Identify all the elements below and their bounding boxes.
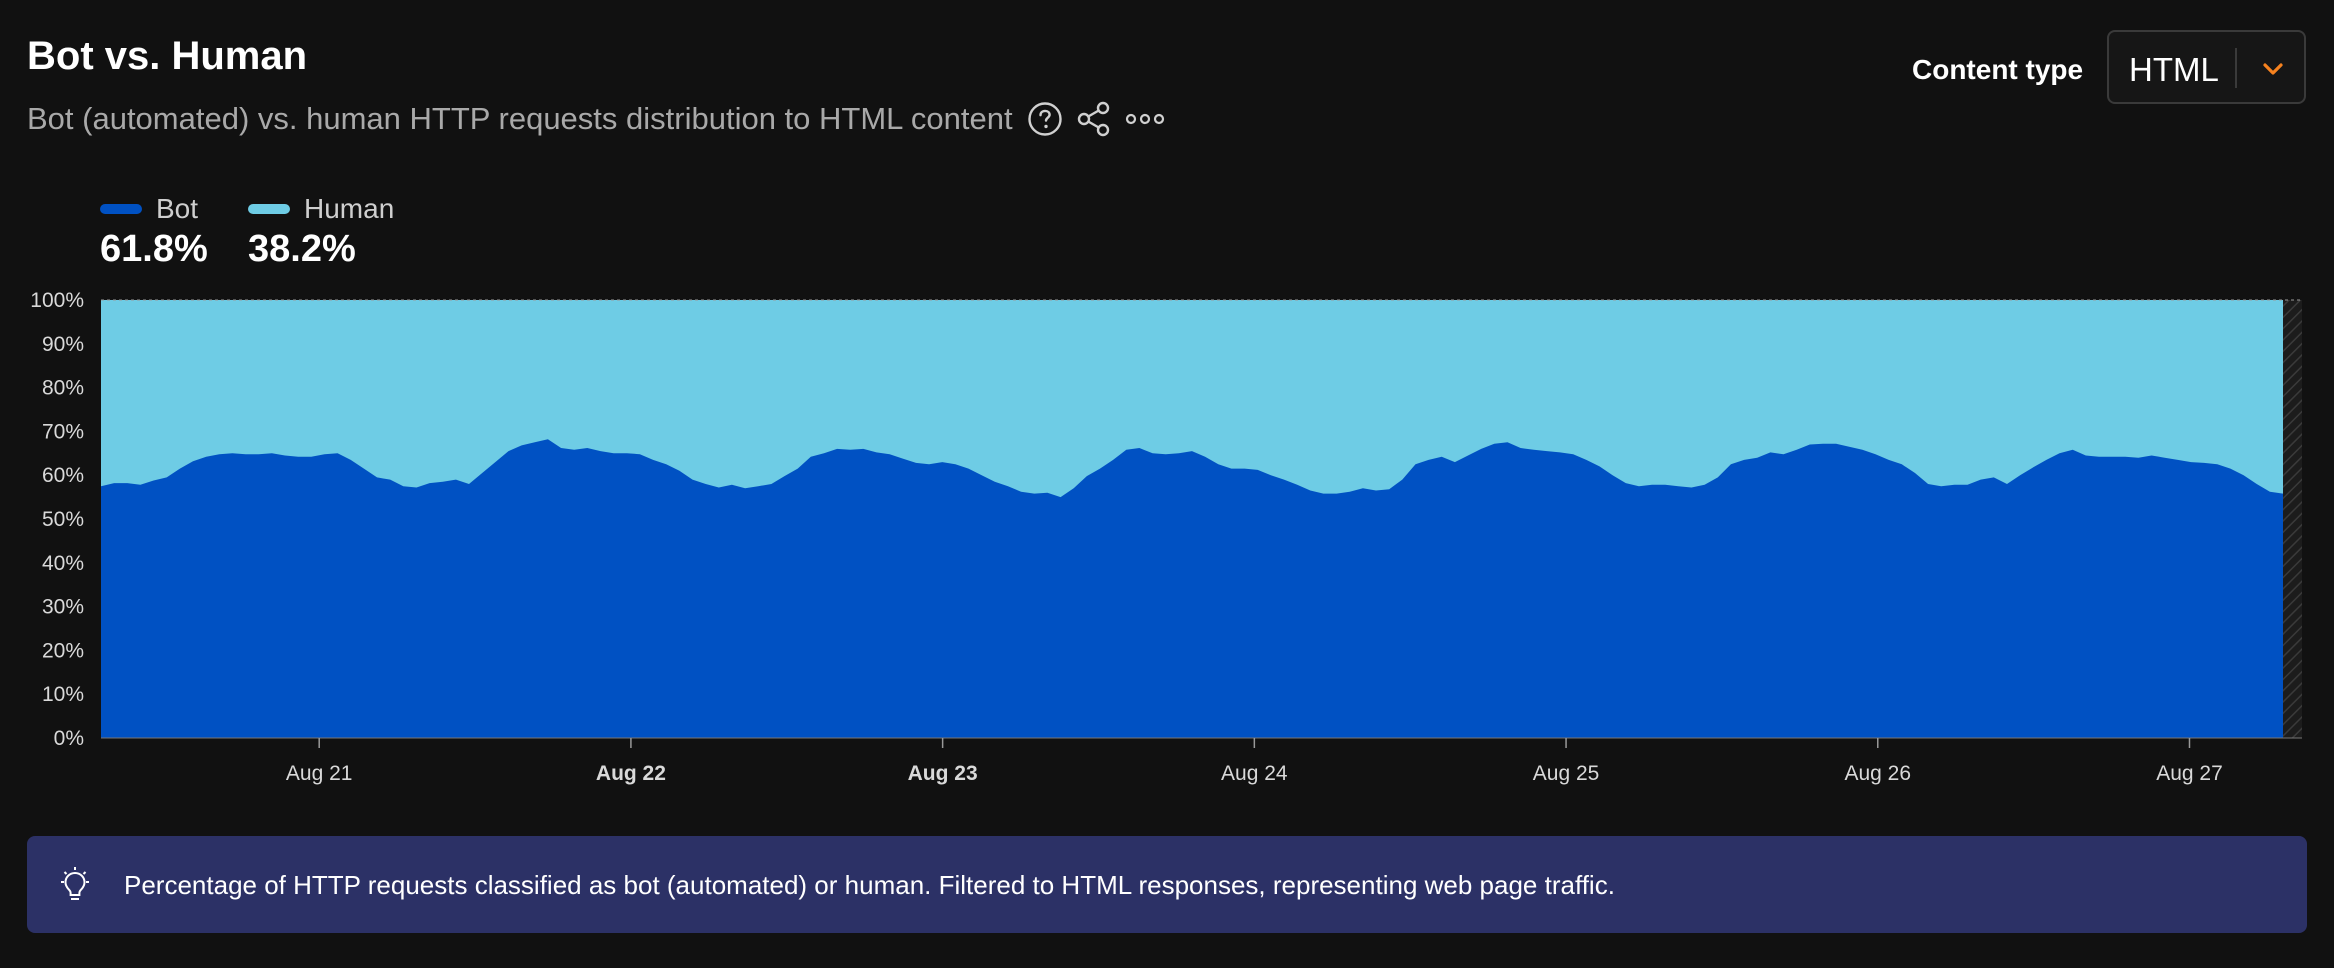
y-tick-label: 100% xyxy=(30,289,84,312)
y-tick-label: 90% xyxy=(42,333,84,356)
y-tick-label: 10% xyxy=(42,683,84,706)
x-tick-label: Aug 22 xyxy=(596,762,666,785)
legend-item-bot[interactable]: Bot xyxy=(100,193,198,225)
incomplete-data-region xyxy=(2283,300,2302,738)
chart-subtitle: Bot (automated) vs. human HTTP requests … xyxy=(27,100,1177,138)
y-tick-label: 20% xyxy=(42,639,84,662)
bot-human-area-chart[interactable]: 0% 10% 20% 30% 40% 50% 60% 70% 80% 90% 100% Aug 21… xyxy=(0,280,2334,800)
question-circle-icon[interactable] xyxy=(1027,101,1063,137)
more-options-icon[interactable] xyxy=(1125,112,1165,126)
y-tick-label: 0% xyxy=(54,727,84,750)
area-bot[interactable] xyxy=(101,439,2283,738)
content-type-value: HTML xyxy=(2129,51,2219,88)
legend-value-bot: 61.8% xyxy=(100,228,208,270)
legend-label-human: Human xyxy=(304,193,395,224)
legend-swatch-human xyxy=(248,204,290,214)
lightbulb-icon xyxy=(57,866,93,909)
y-tick-label: 80% xyxy=(42,377,84,400)
subtitle-text: Bot (automated) vs. human HTTP requests … xyxy=(27,101,1013,136)
legend-item-human[interactable]: Human xyxy=(248,193,394,225)
select-divider xyxy=(2235,48,2237,88)
x-tick-label: Aug 24 xyxy=(1221,762,1288,785)
x-tick-label: Aug 25 xyxy=(1533,762,1600,785)
x-tick-label: Aug 27 xyxy=(2156,762,2223,785)
y-tick-label: 30% xyxy=(42,596,84,619)
chevron-down-icon xyxy=(2257,54,2289,91)
info-note-text: Percentage of HTTP requests classified a… xyxy=(124,870,1615,900)
legend-label-bot: Bot xyxy=(156,193,199,224)
legend-value-human: 38.2% xyxy=(248,228,356,270)
y-tick-label: 50% xyxy=(42,508,84,531)
x-tick-label: Aug 26 xyxy=(1844,762,1911,785)
y-tick-label: 40% xyxy=(42,552,84,575)
share-icon[interactable] xyxy=(1075,100,1113,138)
x-tick-label: Aug 21 xyxy=(286,762,353,785)
content-type-label: Content type xyxy=(1912,54,2084,85)
content-type-select[interactable]: HTML xyxy=(2107,30,2306,104)
page-title: Bot vs. Human xyxy=(27,34,308,78)
info-note: Percentage of HTTP requests classified a… xyxy=(27,836,2307,933)
y-tick-label: 70% xyxy=(42,420,84,443)
y-tick-label: 60% xyxy=(42,464,84,487)
x-tick-label: Aug 23 xyxy=(908,762,978,785)
legend-swatch-bot xyxy=(100,204,142,214)
